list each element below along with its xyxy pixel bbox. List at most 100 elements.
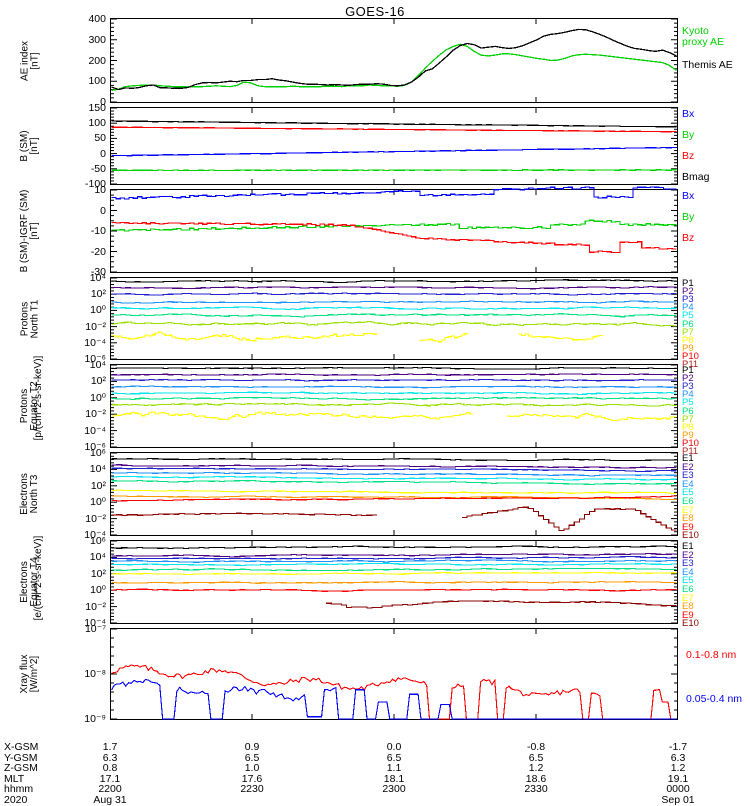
y-tick-label: 10⁻⁸ bbox=[84, 668, 106, 680]
legend-item-electrons-equator-t4-1: E2 bbox=[682, 549, 694, 561]
axis-row-name-hhmm: hhmm bbox=[4, 783, 34, 796]
axis-tick-value: 1.2 bbox=[528, 762, 544, 775]
axis-row-name-2020: 2020 bbox=[4, 794, 28, 806]
y-tick-label: 10⁻⁹ bbox=[84, 713, 106, 725]
y-tick-label: 0 bbox=[100, 147, 106, 160]
plot-frame-electrons-equator-t4 bbox=[110, 540, 678, 624]
plot-frame-protons-north-t1 bbox=[110, 277, 678, 360]
y-tick-label: 10⁻² bbox=[85, 600, 106, 613]
axis-tick-value: 17.1 bbox=[99, 772, 121, 785]
y-tick-label: 100 bbox=[88, 75, 106, 88]
legend-item-xray-flux-0: 0.1-0.8 nm bbox=[686, 649, 737, 661]
legend-item-b-sm-2: Bz bbox=[682, 150, 695, 162]
axis-tick-value: 1.2 bbox=[670, 762, 686, 775]
legend-item-protons-north-t1-1: P2 bbox=[682, 286, 694, 298]
y-tick-label: 10⁶ bbox=[89, 535, 106, 547]
axis-tick-value: 0.8 bbox=[102, 762, 118, 775]
legend-item-protons-equator-t2-9: P10 bbox=[682, 437, 699, 449]
y-tick-label: 300 bbox=[88, 33, 106, 46]
axis-tick-value: -0.8 bbox=[526, 741, 546, 753]
plot-frame-protons-equator-t2 bbox=[110, 364, 678, 448]
legend-item-electrons-equator-t4-0: E1 bbox=[682, 541, 694, 552]
y-tick-label: 10⁶ bbox=[89, 447, 106, 459]
legend-item-protons-equator-t2-3: P4 bbox=[682, 389, 694, 401]
axis-tick-value: 2230 bbox=[240, 783, 264, 796]
legend-item-protons-north-t1-6: P7 bbox=[682, 326, 694, 338]
legend-item-protons-north-t1-0: P1 bbox=[682, 278, 694, 289]
y-tick-label: 10⁻⁴ bbox=[84, 617, 106, 629]
axis-tick-value: 1.7 bbox=[102, 741, 118, 753]
legend-item-protons-north-t1-9: P10 bbox=[682, 350, 699, 362]
y-tick-label: 10⁰ bbox=[90, 391, 106, 404]
axis-tick-value: 6.3 bbox=[670, 751, 686, 764]
legend-item-b-sm-1: By bbox=[682, 129, 695, 141]
plot-frame-b-sm-igrf bbox=[110, 189, 678, 273]
legend-item-protons-north-t1-10: P11 bbox=[682, 359, 699, 370]
axis-tick-value: 1.1 bbox=[386, 762, 402, 775]
legend-item-protons-north-t1-7: P8 bbox=[682, 334, 694, 346]
legend-item-xray-flux-1: 0.05-0.4 nm bbox=[686, 693, 743, 705]
y-tick-label: 10² bbox=[90, 479, 106, 492]
legend-item-b-sm-3: Bmag bbox=[682, 171, 710, 183]
axis-row-name-mlt: MLT bbox=[4, 772, 25, 785]
y-tick-label: 150 bbox=[88, 102, 106, 114]
y-tick-label: 10² bbox=[90, 375, 106, 388]
legend-item-electrons-equator-t4-6: E7 bbox=[682, 592, 694, 604]
proton-units-label: [p/(cm^2-s-sr-keV)] bbox=[33, 355, 44, 441]
axis-tick-value: 0.9 bbox=[244, 741, 260, 753]
y-tick-label: 10⁴ bbox=[89, 272, 106, 284]
legend-item-electrons-north-t3-8: E9 bbox=[682, 521, 694, 533]
y-tick-label: 10⁴ bbox=[89, 463, 106, 476]
y-tick-label: 10⁻² bbox=[85, 512, 106, 525]
legend-item-b-sm-igrf-2: Bz bbox=[682, 232, 695, 244]
axis-tick-value: 2300 bbox=[382, 783, 406, 796]
legend-item-electrons-north-t3-6: E7 bbox=[682, 504, 694, 516]
axis-tick-value: 18.1 bbox=[383, 772, 405, 785]
y-tick-label: 50 bbox=[94, 132, 106, 145]
y-tick-label: 0 bbox=[100, 204, 106, 217]
legend-item-protons-equator-t2-1: P2 bbox=[682, 373, 694, 385]
y-tick-label: -100 bbox=[84, 178, 106, 190]
y-tick-label: 10² bbox=[90, 288, 106, 301]
legend-item-electrons-north-t3-9: E10 bbox=[682, 530, 699, 542]
y-tick-label: -10 bbox=[90, 225, 106, 237]
legend-item-protons-equator-t2-6: P7 bbox=[682, 413, 694, 425]
legend-item-protons-equator-t2-0: P1 bbox=[682, 365, 694, 376]
legend-item-electrons-equator-t4-9: E10 bbox=[682, 618, 699, 630]
y-tick-label: 10⁻⁶ bbox=[84, 441, 106, 453]
legend-item-electrons-north-t3-2: E3 bbox=[682, 470, 694, 482]
legend-item-electrons-equator-t4-7: E8 bbox=[682, 601, 694, 613]
plot-frame-electrons-north-t3 bbox=[110, 452, 678, 536]
axis-tick-value: 0.0 bbox=[386, 741, 402, 753]
legend-item-electrons-north-t3-4: E5 bbox=[682, 487, 694, 499]
legend-item-b-sm-0: Bx bbox=[682, 108, 695, 120]
y-tick-label: 10⁻⁷ bbox=[84, 623, 106, 635]
legend-item-ae-index-1: Themis AE bbox=[682, 59, 733, 71]
y-tick-label: 10⁴ bbox=[89, 551, 106, 564]
y-tick-label: 0 bbox=[100, 96, 106, 108]
axis-row-name-y-gsm: Y-GSM bbox=[4, 751, 38, 764]
legend-item-protons-equator-t2-10: P11 bbox=[682, 446, 699, 457]
legend-item-electrons-equator-t4-3: E4 bbox=[682, 566, 694, 578]
legend-item-protons-equator-t2-4: P5 bbox=[682, 397, 694, 409]
legend-item-b-sm-igrf-1: By bbox=[682, 211, 695, 223]
y-tick-label: -50 bbox=[90, 162, 106, 175]
axis-tick-value: 6.5 bbox=[244, 751, 260, 764]
legend-item-protons-north-t1-3: P4 bbox=[682, 302, 694, 314]
legend-item-b-sm-igrf-0: Bx bbox=[682, 190, 695, 202]
axis-tick-value: 18.6 bbox=[525, 772, 547, 785]
axis-tick-value: 19.1 bbox=[667, 772, 689, 785]
legend-item-protons-north-t1-5: P6 bbox=[682, 318, 694, 330]
legend-item-electrons-north-t3-3: E4 bbox=[682, 478, 694, 490]
electron-units-label: [e/(cm^2-s-sr-keV)] bbox=[33, 535, 44, 621]
legend-item-protons-north-t1-4: P5 bbox=[682, 310, 694, 322]
y-tick-label: 10⁰ bbox=[90, 584, 106, 597]
y-tick-label: 10⁻² bbox=[85, 320, 106, 333]
axis-tick-value: 17.6 bbox=[241, 772, 263, 785]
y-tick-label: -30 bbox=[90, 266, 106, 278]
y-tick-label: 10⁰ bbox=[90, 304, 106, 317]
axis-row-name-x-gsm: X-GSM bbox=[4, 741, 39, 753]
y-tick-label: 10² bbox=[90, 567, 106, 580]
y-tick-label: 10⁻⁶ bbox=[84, 353, 106, 365]
plot-frame-xray-flux bbox=[110, 628, 678, 720]
